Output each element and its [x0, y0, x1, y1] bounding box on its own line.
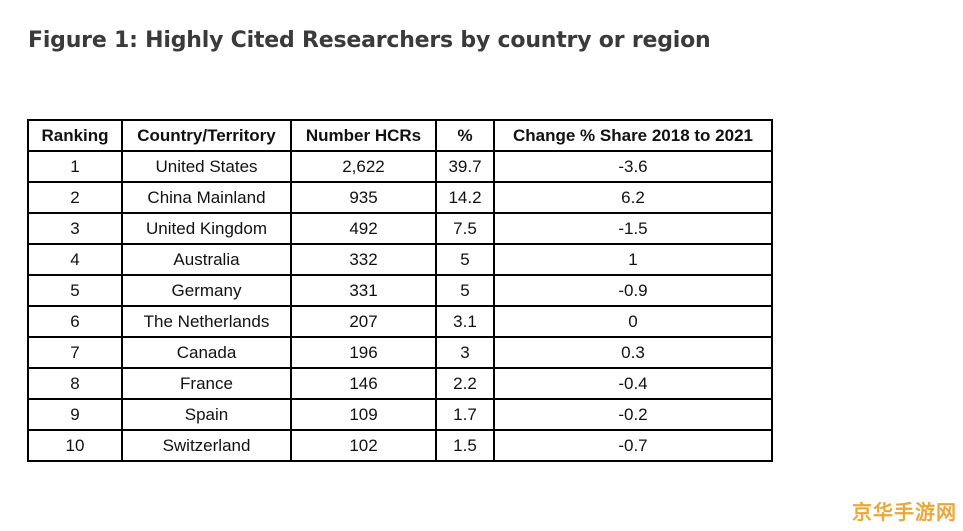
cell-number-hcrs: 331 [290, 274, 437, 307]
table-row: 8 France 146 2.2 -0.4 [27, 367, 773, 400]
cell-country: France [121, 367, 292, 400]
cell-ranking: 7 [27, 336, 123, 369]
cell-percent: 5 [435, 243, 495, 276]
cell-percent: 2.2 [435, 367, 495, 400]
cell-change-share: -0.4 [493, 367, 773, 400]
cell-country: United Kingdom [121, 212, 292, 245]
cell-number-hcrs: 2,622 [290, 150, 437, 183]
table-row: 2 China Mainland 935 14.2 6.2 [27, 181, 773, 214]
table-row: 3 United Kingdom 492 7.5 -1.5 [27, 212, 773, 245]
cell-number-hcrs: 196 [290, 336, 437, 369]
hcr-table: Ranking Country/Territory Number HCRs % … [27, 119, 773, 462]
site-watermark: 京华手游网 [852, 500, 957, 524]
cell-percent: 7.5 [435, 212, 495, 245]
header-country: Country/Territory [121, 119, 292, 152]
table-row: 10 Switzerland 102 1.5 -0.7 [27, 429, 773, 462]
cell-ranking: 9 [27, 398, 123, 431]
cell-change-share: -0.2 [493, 398, 773, 431]
cell-change-share: 0.3 [493, 336, 773, 369]
cell-number-hcrs: 492 [290, 212, 437, 245]
figure-title: Figure 1: Highly Cited Researchers by co… [28, 28, 711, 53]
cell-change-share: -3.6 [493, 150, 773, 183]
cell-number-hcrs: 935 [290, 181, 437, 214]
cell-percent: 5 [435, 274, 495, 307]
cell-ranking: 10 [27, 429, 123, 462]
cell-country: Australia [121, 243, 292, 276]
cell-change-share: 6.2 [493, 181, 773, 214]
table-row: 4 Australia 332 5 1 [27, 243, 773, 276]
cell-number-hcrs: 332 [290, 243, 437, 276]
cell-number-hcrs: 109 [290, 398, 437, 431]
cell-percent: 39.7 [435, 150, 495, 183]
table-row: 6 The Netherlands 207 3.1 0 [27, 305, 773, 338]
table-row: 1 United States 2,622 39.7 -3.6 [27, 150, 773, 183]
table-row: 9 Spain 109 1.7 -0.2 [27, 398, 773, 431]
cell-country: China Mainland [121, 181, 292, 214]
cell-change-share: -0.9 [493, 274, 773, 307]
cell-country: Spain [121, 398, 292, 431]
cell-change-share: 0 [493, 305, 773, 338]
table-row: 5 Germany 331 5 -0.9 [27, 274, 773, 307]
cell-number-hcrs: 102 [290, 429, 437, 462]
cell-ranking: 4 [27, 243, 123, 276]
table-row: 7 Canada 196 3 0.3 [27, 336, 773, 369]
cell-percent: 14.2 [435, 181, 495, 214]
header-number-hcrs: Number HCRs [290, 119, 437, 152]
header-ranking: Ranking [27, 119, 123, 152]
cell-ranking: 8 [27, 367, 123, 400]
cell-number-hcrs: 207 [290, 305, 437, 338]
cell-country: Switzerland [121, 429, 292, 462]
cell-change-share: -1.5 [493, 212, 773, 245]
cell-number-hcrs: 146 [290, 367, 437, 400]
cell-change-share: -0.7 [493, 429, 773, 462]
table-header-row: Ranking Country/Territory Number HCRs % … [27, 119, 773, 152]
cell-country: United States [121, 150, 292, 183]
cell-percent: 3.1 [435, 305, 495, 338]
cell-ranking: 3 [27, 212, 123, 245]
cell-country: Germany [121, 274, 292, 307]
header-percent: % [435, 119, 495, 152]
cell-ranking: 1 [27, 150, 123, 183]
cell-country: The Netherlands [121, 305, 292, 338]
cell-percent: 1.5 [435, 429, 495, 462]
cell-ranking: 6 [27, 305, 123, 338]
cell-percent: 1.7 [435, 398, 495, 431]
cell-percent: 3 [435, 336, 495, 369]
cell-ranking: 5 [27, 274, 123, 307]
cell-country: Canada [121, 336, 292, 369]
cell-ranking: 2 [27, 181, 123, 214]
cell-change-share: 1 [493, 243, 773, 276]
header-change-share: Change % Share 2018 to 2021 [493, 119, 773, 152]
